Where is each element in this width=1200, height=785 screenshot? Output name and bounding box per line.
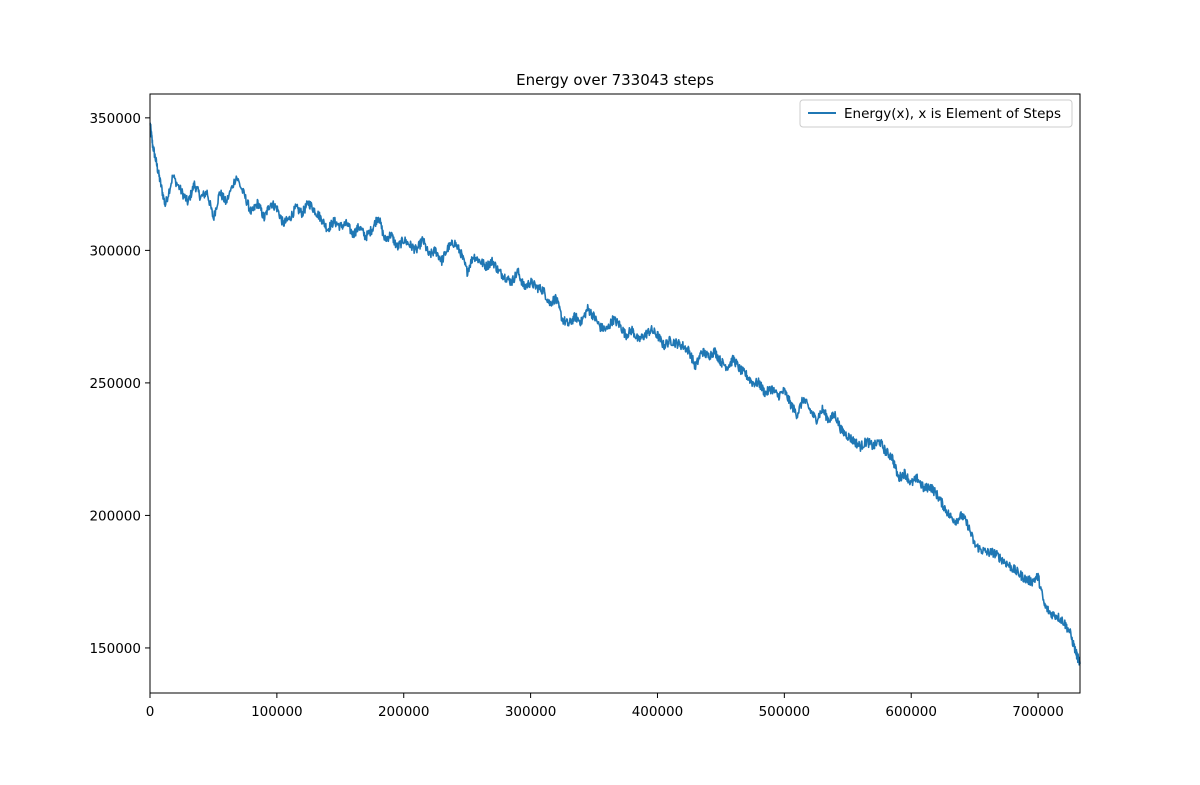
axes-frame xyxy=(149,93,1081,694)
y-tick-label: 250000 xyxy=(89,376,141,392)
plot-area xyxy=(149,122,1081,666)
axes: 0 100000 200000 300000 400000 500000 600000 700… xyxy=(89,93,1081,720)
x-tick-label: 0 xyxy=(146,704,155,720)
x-tick-label: 300000 xyxy=(505,704,557,720)
x-tick-label: 400000 xyxy=(632,704,684,720)
y-tick-label: 200000 xyxy=(89,508,141,524)
x-tick-label: 100000 xyxy=(251,704,303,720)
x-tick-label: 700000 xyxy=(1012,704,1064,720)
y-tick-label: 300000 xyxy=(89,243,141,259)
legend: Energy(x), x is Element of Steps xyxy=(799,99,1073,128)
y-tick-label: 350000 xyxy=(89,111,141,127)
legend-label: Energy(x), x is Element of Steps xyxy=(844,106,1061,122)
chart-title: Energy over 733043 steps xyxy=(516,71,714,89)
y-tick-label: 150000 xyxy=(89,641,141,657)
x-tick-label: 500000 xyxy=(759,704,811,720)
series-line-energy xyxy=(149,122,1081,666)
x-tick-label: 200000 xyxy=(378,704,430,720)
legend-box xyxy=(799,99,1073,128)
x-tick-label: 600000 xyxy=(885,704,937,720)
